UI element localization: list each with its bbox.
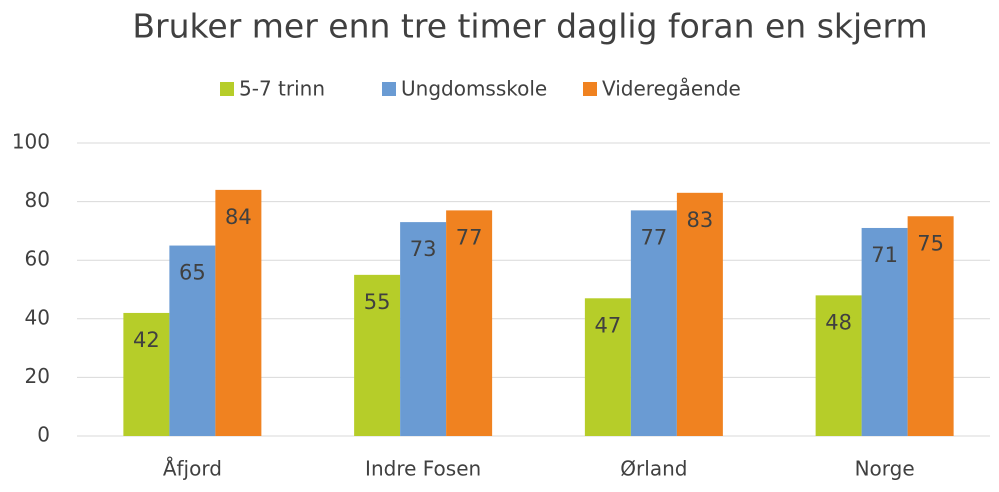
data-label: 75 [917,231,944,255]
data-label: 71 [871,243,898,267]
y-tick-label: 80 [25,188,50,212]
data-label: 84 [225,205,252,229]
data-label: 77 [456,225,483,249]
bar [354,274,401,436]
y-tick-label: 60 [25,247,50,271]
legend-swatch [583,82,597,96]
legend-swatch [220,82,234,96]
data-label: 47 [595,313,622,337]
chart-title: Bruker mer enn tre timer daglig foran en… [132,7,927,46]
x-tick-label: Ørland [620,457,687,481]
bar [584,298,631,436]
data-label: 65 [179,261,206,285]
bar [400,222,447,436]
y-tick-label: 100 [12,130,50,154]
bar [169,245,216,436]
data-label: 77 [641,225,668,249]
bar [215,189,262,436]
x-tick-label: Åfjord [163,457,222,481]
data-label: 42 [133,328,160,352]
legend-label: Ungdomsskole [401,77,547,101]
legend-swatch [382,82,396,96]
x-tick-label: Indre Fosen [365,457,481,481]
legend-label: Videregående [602,77,741,101]
bar [861,227,908,436]
bar [446,210,493,436]
data-label: 55 [364,290,391,314]
y-tick-label: 20 [25,364,50,388]
data-label: 83 [687,208,714,232]
y-tick-label: 40 [25,305,50,329]
bar [123,312,170,436]
data-label: 48 [825,310,852,334]
y-tick-label: 0 [37,423,50,447]
bar [907,216,954,436]
data-label: 73 [410,237,437,261]
bar [815,295,862,436]
bar [676,192,723,436]
x-tick-label: Norge [855,457,915,481]
bar [630,210,677,436]
legend-label: 5-7 trinn [239,77,325,101]
